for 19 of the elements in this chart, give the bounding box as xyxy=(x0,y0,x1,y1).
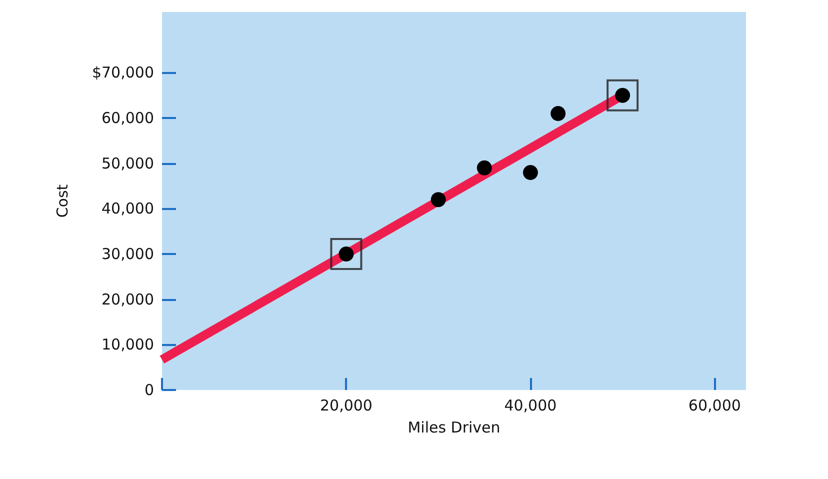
y-tick-label: $70,000 xyxy=(92,64,154,82)
point xyxy=(430,192,446,208)
y-tick-label: 10,000 xyxy=(102,336,154,354)
y-tick-label: 20,000 xyxy=(102,290,154,308)
x-tick-label: 20,000 xyxy=(320,396,372,414)
y-tick-label: 0 xyxy=(144,381,154,399)
point xyxy=(606,79,639,112)
y-tick-label: 40,000 xyxy=(102,200,154,218)
x-tick-label: 60,000 xyxy=(688,396,741,414)
y-tick-label: 60,000 xyxy=(102,109,154,128)
x-tick-label: 40,000 xyxy=(504,396,557,414)
point xyxy=(522,164,538,180)
point xyxy=(476,160,492,176)
y-axis-title: Cost xyxy=(54,184,72,218)
point xyxy=(550,106,566,122)
x-axis-title: Miles Driven xyxy=(408,418,500,436)
y-tick-label: 50,000 xyxy=(102,154,154,172)
y-tick-label: 30,000 xyxy=(102,245,154,264)
point xyxy=(330,238,362,270)
